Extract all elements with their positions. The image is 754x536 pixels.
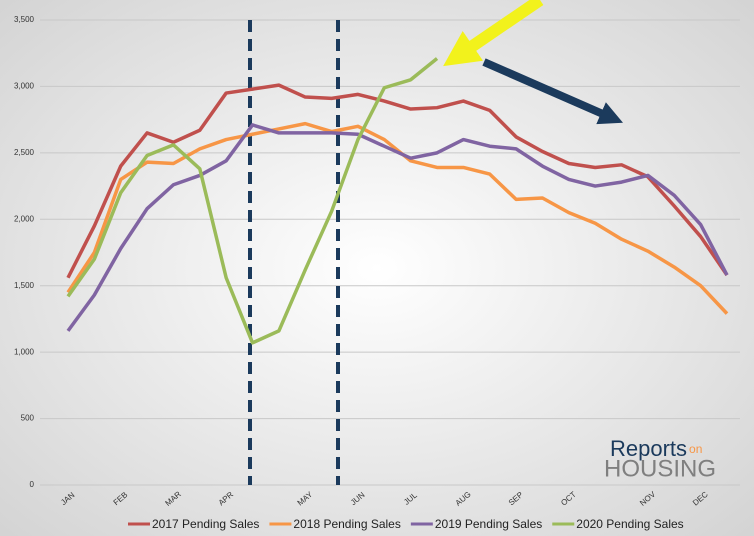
logo-text: Reports on — [610, 436, 702, 461]
y-tick-label: 3,000 — [14, 82, 35, 91]
logo: Reports on HOUSING — [604, 436, 716, 483]
y-tick-label: 0 — [30, 480, 35, 489]
series-line — [66, 123, 729, 332]
y-tick-label: 1,500 — [14, 281, 35, 290]
arrow — [443, 0, 544, 67]
series-line — [66, 121, 729, 315]
series-line — [66, 57, 439, 345]
logo-bottom: HOUSING — [604, 455, 716, 482]
y-tick-label: 1,000 — [14, 347, 35, 356]
logo-small: on — [689, 442, 702, 456]
legend-label: 2017 Pending Sales — [152, 517, 259, 531]
legend: 2017 Pending Sales 2018 Pending Sales 2019… — [128, 517, 684, 531]
legend-label: 2019 Pending Sales — [435, 517, 542, 531]
y-tick-label: 2,500 — [14, 148, 35, 157]
logo-top: Reports — [610, 436, 687, 461]
y-tick-label: 3,500 — [14, 15, 35, 24]
legend-label: 2020 Pending Sales — [576, 517, 683, 531]
arrow — [482, 58, 623, 125]
lines — [66, 57, 729, 345]
y-tick-label: 2,000 — [14, 214, 35, 223]
legend-label: 2018 Pending Sales — [293, 517, 400, 531]
y-tick-label: 500 — [21, 414, 35, 423]
series-line — [66, 83, 729, 279]
